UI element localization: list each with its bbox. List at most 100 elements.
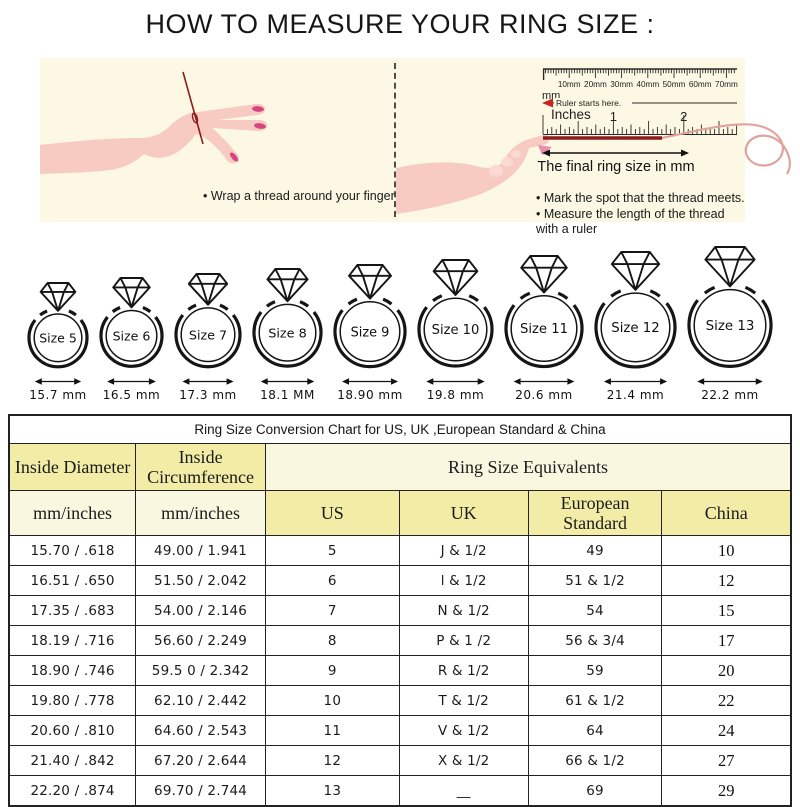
cell: 13 xyxy=(264,775,400,807)
ring-illustration: Size 5 xyxy=(27,282,89,369)
ring-item: Size 10 19.8 mm xyxy=(416,258,495,402)
diamond-icon xyxy=(187,273,229,306)
ring-size-label: Size 5 xyxy=(39,330,77,345)
diamond-icon xyxy=(348,264,392,300)
ring-illustration: Size 12 xyxy=(594,251,677,369)
cell: 49.00 / 1.941 xyxy=(135,535,266,566)
subheader-mm-inches-diameter: mm/inches xyxy=(8,490,137,536)
ring-item: Size 7 17.3 mm xyxy=(173,272,243,402)
cell: 17.35 / .683 xyxy=(8,595,137,626)
cell: 49 xyxy=(527,535,663,566)
ruler-mm-label: 60mm xyxy=(689,80,712,89)
cell: 56.60 / 2.249 xyxy=(135,625,266,656)
ring-diameter-label: 20.6 mm xyxy=(515,388,573,402)
diameter-arrow xyxy=(107,378,156,385)
ring-size-label: Size 13 xyxy=(706,319,755,334)
cell: J & 1/2 xyxy=(398,535,529,566)
ring-item: Size 12 21.4 mm xyxy=(593,250,678,402)
subheader-mm-inches-circumference: mm/inches xyxy=(135,490,266,536)
ring-item: Size 8 18.1 MM xyxy=(251,267,324,402)
cell: 12 xyxy=(264,745,400,776)
cell: 29 xyxy=(661,775,792,807)
thread-wrap xyxy=(191,112,199,124)
cell: 69 xyxy=(527,775,663,807)
ring-band xyxy=(687,285,773,368)
cell: X & 1/2 xyxy=(398,745,529,776)
cell: 64.60 / 2.543 xyxy=(135,715,266,746)
cell: 5 xyxy=(264,535,400,566)
cell: P & 1 /2 xyxy=(398,625,529,656)
diamond-icon xyxy=(112,277,151,309)
cell: 18.19 / .716 xyxy=(8,625,137,656)
header-equivalents: Ring Size Equivalents xyxy=(264,443,792,491)
knuckle-highlight xyxy=(501,157,513,167)
ring-item: Size 13 22.2 mm xyxy=(686,245,774,402)
ring-illustration: Size 10 xyxy=(417,259,494,368)
diameter-arrow xyxy=(34,378,82,385)
diameter-arrow xyxy=(182,378,234,385)
ring-diameter-label: 18.90 mm xyxy=(337,388,403,402)
cell: 69.70 / 2.744 xyxy=(135,775,266,807)
table-row: 21.40 / .842 67.20 / 2.644 12 X & 1/2 66 & 1… xyxy=(8,745,792,776)
ring-size-label: Size 11 xyxy=(520,322,568,337)
cell: 59.5 0 / 2.342 xyxy=(135,655,266,686)
cell: T & 1/2 xyxy=(398,685,529,716)
table-row: 15.70 / .618 49.00 / 1.941 5 J & 1/2 49 10 xyxy=(8,535,792,566)
cell: 10 xyxy=(661,535,792,566)
cell: 10 xyxy=(264,685,400,716)
nail-icon xyxy=(252,106,264,112)
cell: 64 xyxy=(527,715,663,746)
ruler-mm-label: 10mm xyxy=(558,80,581,89)
ruler-start-arrow-icon xyxy=(542,98,553,108)
ring-item: Size 6 16.5 mm xyxy=(98,276,165,402)
cell: 15.70 / .618 xyxy=(8,535,137,566)
thread-line xyxy=(182,71,204,145)
step-mark-spot: • Mark the spot that the thread meets. xyxy=(536,191,745,205)
ring-item: Size 9 18.90 mm xyxy=(332,263,408,402)
cell: 18.90 / .746 xyxy=(8,655,137,686)
conversion-table: Ring Size Conversion Chart for US, UK ,E… xyxy=(8,414,792,807)
cell: 7 xyxy=(264,595,400,626)
diamond-icon xyxy=(266,268,309,303)
ring-size-label: Size 9 xyxy=(351,325,390,340)
cell: 51.50 / 2.042 xyxy=(135,565,266,596)
ring-band xyxy=(333,297,407,369)
cell: 27 xyxy=(661,745,792,776)
ring-item: Size 5 15.7 mm xyxy=(26,281,90,402)
ruler-start-note: Ruler starts here. xyxy=(556,98,621,108)
table-row: 18.19 / .716 56.60 / 2.249 8 P & 1 /2 56 & 3… xyxy=(8,625,792,656)
table-row: 22.20 / .874 69.70 / 2.744 13 __ 69 29 xyxy=(8,775,792,807)
hand-with-thread-illustration xyxy=(40,71,268,174)
ring-band xyxy=(99,306,164,368)
ring-size-label: Size 8 xyxy=(268,326,306,341)
cell: 51 & 1/2 xyxy=(527,565,663,596)
cell: 17 xyxy=(661,625,792,656)
cell: 21.40 / .842 xyxy=(8,745,137,776)
cell: 67.20 / 2.644 xyxy=(135,745,266,776)
cell: 20.60 / .810 xyxy=(8,715,137,746)
ring-illustration: Size 9 xyxy=(333,264,407,369)
ring-size-label: Size 7 xyxy=(189,327,227,342)
cell: 22.20 / .874 xyxy=(8,775,137,807)
diameter-arrow xyxy=(426,378,485,385)
ring-size-label: Size 12 xyxy=(611,321,659,336)
knuckle-highlight xyxy=(511,150,521,158)
cell: 8 xyxy=(264,625,400,656)
diamond-icon xyxy=(39,282,77,312)
cell: __ xyxy=(398,775,529,807)
table-title: Ring Size Conversion Chart for US, UK ,E… xyxy=(8,414,792,444)
ruler-inches-label: Inches xyxy=(551,107,591,122)
ring-diameter-label: 21.4 mm xyxy=(606,388,665,402)
table-row: 16.51 / .650 51.50 / 2.042 6 l & 1/2 51 & 1/… xyxy=(8,565,792,596)
table-group-header-row: Inside Diameter Inside Circumference Rin… xyxy=(8,443,792,491)
cell: R & 1/2 xyxy=(398,655,529,686)
step-wrap-thread: • Wrap a thread around your finger xyxy=(203,189,395,203)
ring-diameter-label: 16.5 mm xyxy=(102,388,161,402)
hand-shape xyxy=(40,103,268,174)
ring-illustration: Size 8 xyxy=(252,268,323,368)
subheader-uk: UK xyxy=(398,490,529,536)
diameter-arrow xyxy=(697,378,763,385)
ruler-mm-label: 20mm xyxy=(584,80,607,89)
diamond-icon xyxy=(432,259,479,296)
header-inside-diameter: Inside Diameter xyxy=(8,443,137,491)
